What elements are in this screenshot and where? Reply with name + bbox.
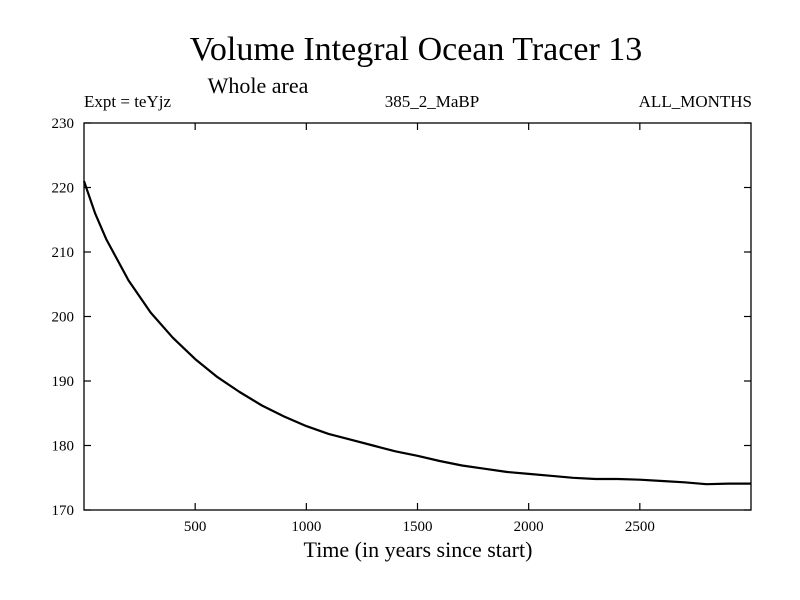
plot-frame xyxy=(83,122,752,511)
data-line-tracer-13 xyxy=(82,180,751,486)
run-label: 385_2_MaBP xyxy=(385,92,479,111)
x-tick-label: 1000 xyxy=(291,519,321,535)
x-tick-label: 500 xyxy=(184,519,207,535)
months-label: ALL_MONTHS xyxy=(639,92,752,111)
x-tick-label: 1500 xyxy=(403,519,433,535)
x-tick-label: 2000 xyxy=(514,519,544,535)
x-tick-label: 2500 xyxy=(625,519,655,535)
x-axis: 500 1000 1500 2000 2500 xyxy=(184,123,655,535)
y-tick-label: 230 xyxy=(52,116,75,132)
chart-subtitle: Whole area xyxy=(208,73,309,98)
y-tick-label: 210 xyxy=(52,245,75,261)
y-tick-label: 220 xyxy=(52,181,75,197)
chart-title: Volume Integral Ocean Tracer 13 xyxy=(190,31,643,68)
y-tick-label: 200 xyxy=(52,310,75,326)
experiment-label: Expt = teYjz xyxy=(84,92,171,111)
y-tick-label: 190 xyxy=(52,374,75,390)
y-axis: 170 180 190 200 210 220 230 xyxy=(52,116,751,519)
x-axis-label: Time (in years since start) xyxy=(304,537,533,562)
y-tick-label: 180 xyxy=(52,439,75,455)
y-tick-label: 170 xyxy=(52,503,75,519)
